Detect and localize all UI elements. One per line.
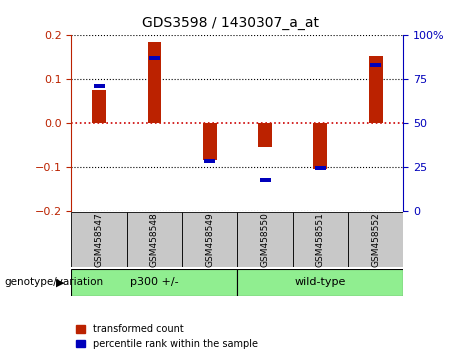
Text: GSM458550: GSM458550	[260, 212, 270, 267]
Bar	[71, 269, 237, 296]
Bar	[293, 212, 348, 267]
Bar	[94, 84, 105, 88]
Text: GSM458549: GSM458549	[205, 212, 214, 267]
Text: wild-type: wild-type	[295, 277, 346, 287]
Legend: transformed count, percentile rank within the sample: transformed count, percentile rank withi…	[77, 324, 258, 349]
Bar	[348, 212, 403, 267]
Text: GSM458547: GSM458547	[95, 212, 104, 267]
Text: GSM458548: GSM458548	[150, 212, 159, 267]
Bar	[369, 56, 383, 123]
Bar	[313, 123, 327, 169]
Bar	[237, 269, 403, 296]
Text: GDS3598 / 1430307_a_at: GDS3598 / 1430307_a_at	[142, 16, 319, 30]
Bar	[315, 166, 326, 170]
Text: ▶: ▶	[56, 277, 64, 287]
Bar	[149, 56, 160, 61]
Bar	[237, 212, 293, 267]
Bar	[204, 159, 215, 163]
Bar	[127, 212, 182, 267]
Text: GSM458552: GSM458552	[371, 212, 380, 267]
Text: GSM458551: GSM458551	[316, 212, 325, 267]
Text: genotype/variation: genotype/variation	[5, 277, 104, 287]
Bar	[148, 42, 161, 123]
Bar	[370, 63, 381, 67]
Bar	[260, 178, 271, 182]
Bar	[258, 123, 272, 147]
Bar	[182, 212, 237, 267]
Bar	[71, 212, 127, 267]
Bar	[92, 90, 106, 123]
Text: p300 +/-: p300 +/-	[130, 277, 179, 287]
Bar	[203, 123, 217, 160]
